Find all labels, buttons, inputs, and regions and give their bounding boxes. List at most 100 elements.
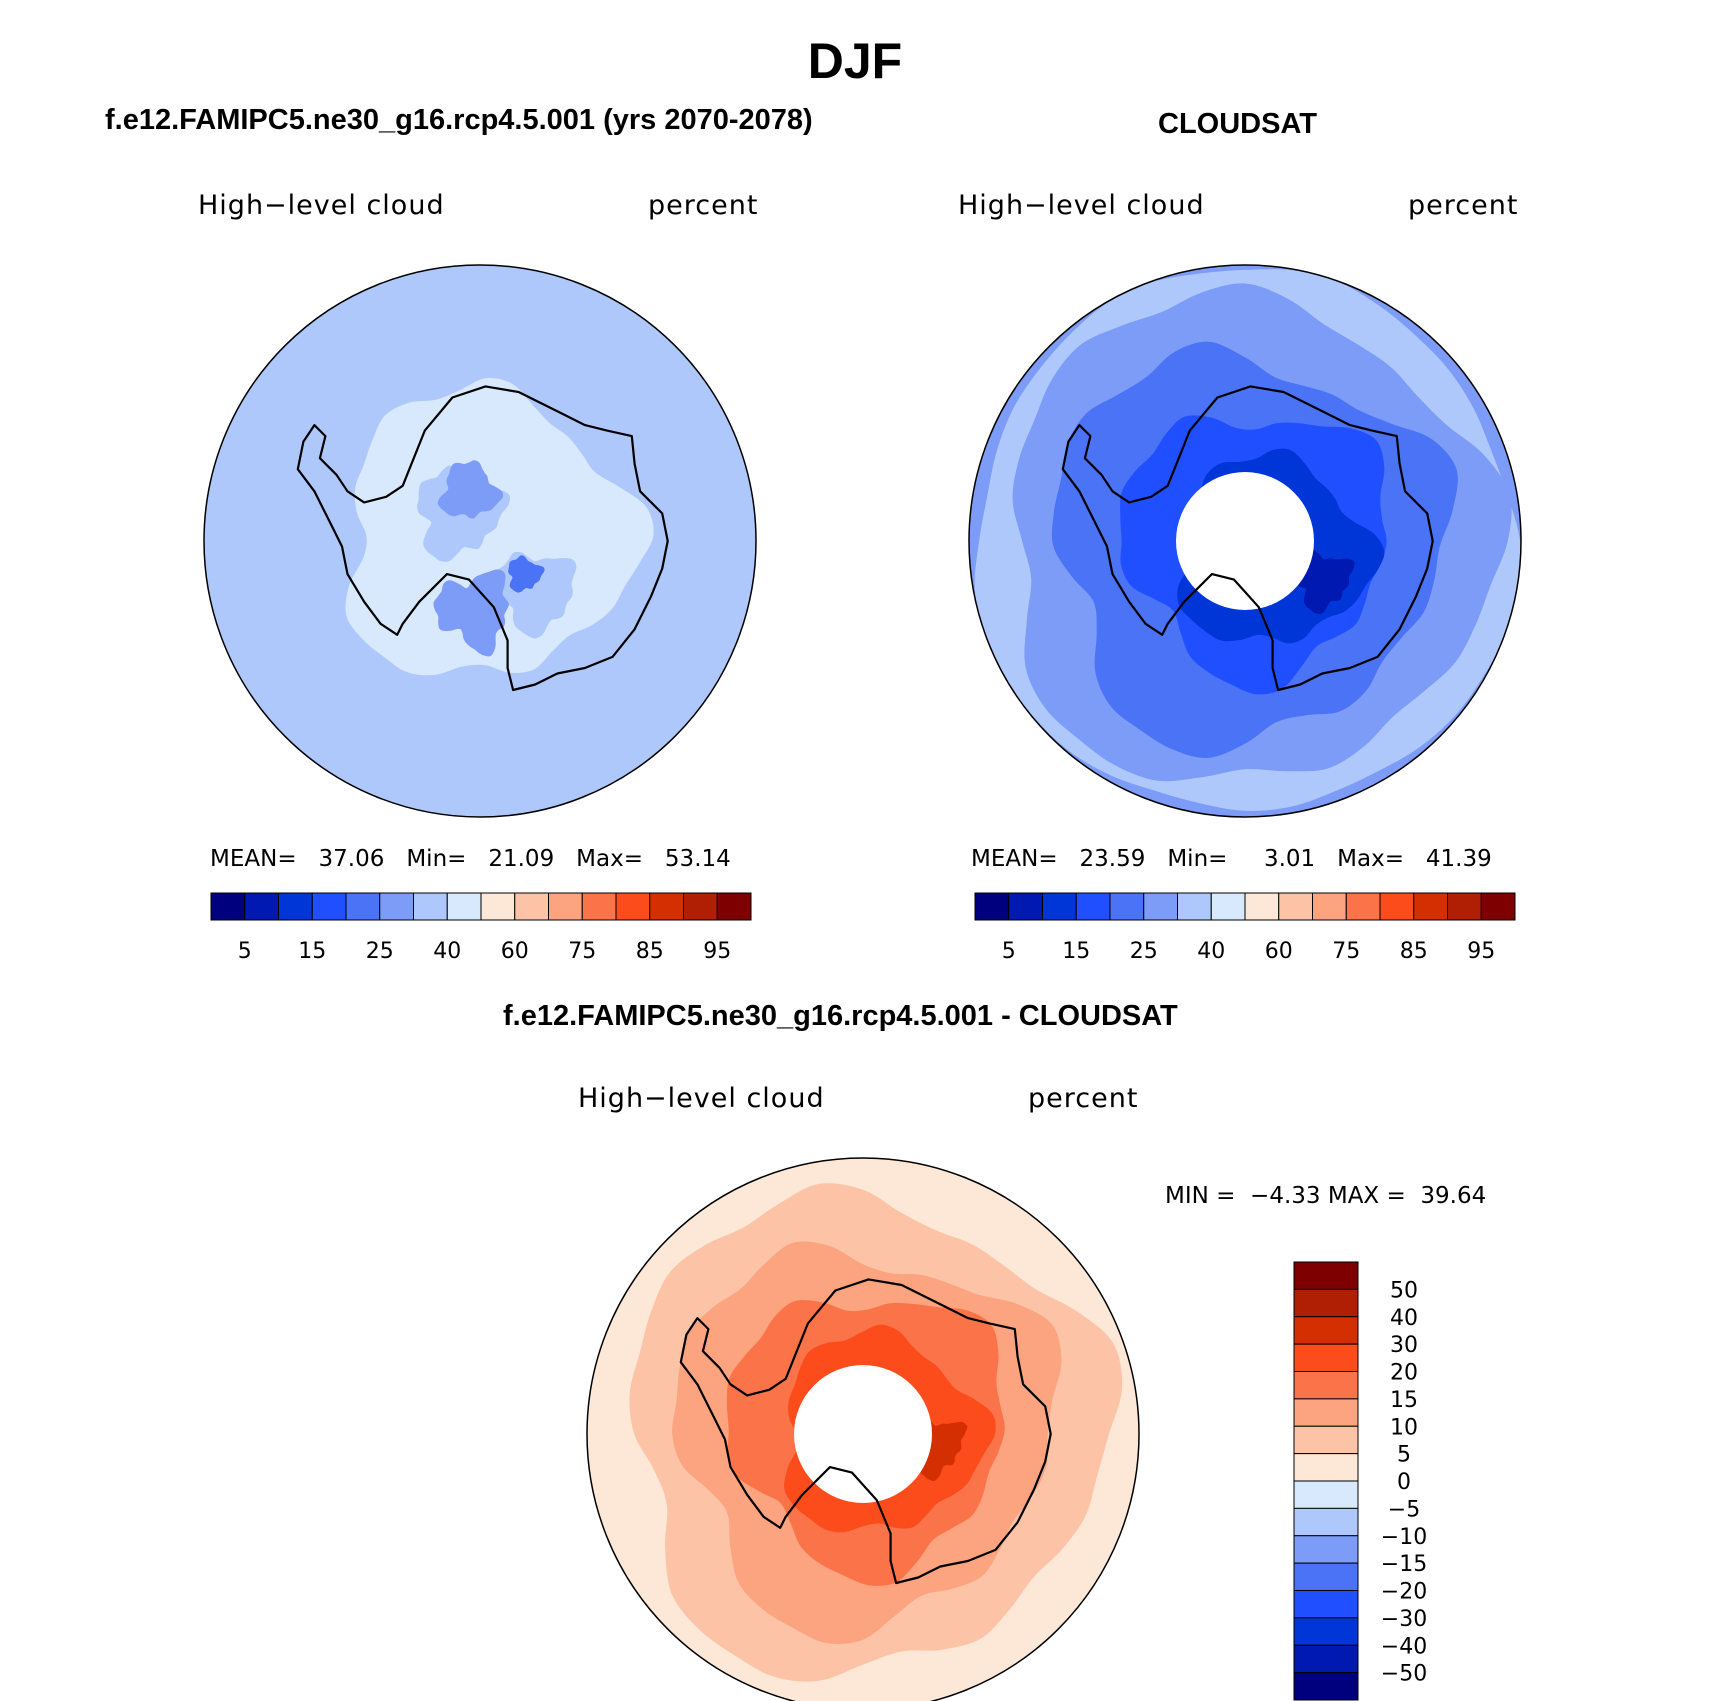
panel-2-variable-label: High−level cloud	[958, 190, 1205, 221]
colorbar-box	[379, 892, 414, 921]
min-label: Min=	[1167, 846, 1228, 872]
colorbar-box	[615, 892, 651, 921]
colorbar-box	[1075, 892, 1111, 921]
max-label: MAX =	[1327, 1183, 1406, 1209]
colorbar-box	[1293, 1535, 1359, 1564]
min-value: 21.09	[488, 846, 555, 872]
colorbar-tick-label: 40	[1197, 939, 1225, 964]
mean-label: MEAN=	[971, 846, 1058, 872]
panel-2-map	[968, 264, 1522, 818]
colorbar-tick-label: 5	[1397, 1443, 1411, 1468]
colorbar-box	[278, 892, 313, 921]
max-value: 41.39	[1425, 846, 1492, 872]
max-label: Max=	[576, 846, 643, 872]
mean-value: 37.06	[318, 846, 385, 872]
colorbar-box	[1312, 892, 1347, 921]
colorbar-tick-label: 10	[1390, 1415, 1418, 1440]
colorbar-box	[1293, 1507, 1359, 1537]
colorbar-box	[1293, 1480, 1359, 1509]
colorbar-box	[581, 892, 617, 921]
contour-fill	[433, 569, 509, 657]
colorbar-tick-label: 25	[1130, 939, 1158, 964]
colorbar-box	[1293, 1288, 1359, 1318]
colorbar-box	[1244, 892, 1280, 921]
colorbar-box	[974, 892, 1010, 921]
colorbar-box	[1278, 892, 1313, 921]
colorbar-box	[1345, 892, 1381, 921]
colorbar-tick-label: 85	[636, 939, 664, 964]
panel-1-units-label: percent	[648, 190, 759, 221]
antarctica-coastline	[679, 1278, 1052, 1585]
contour-fill	[345, 377, 654, 676]
colorbar-box	[1293, 1617, 1359, 1646]
mean-label: MEAN=	[210, 846, 297, 872]
colorbar-tick-label: −30	[1381, 1607, 1427, 1632]
colorbar-tick-label: 40	[433, 939, 461, 964]
colorbar-tick-label: 5	[238, 939, 252, 964]
colorbar-box	[548, 892, 583, 921]
panel-3-map	[586, 1157, 1140, 1701]
panel-1-variable-label: High−level cloud	[198, 190, 445, 221]
panel-1-stats: MEAN= 37.06 Min= 21.09 Max= 53.14	[210, 846, 731, 872]
colorbar-tick-label: −5	[1388, 1497, 1420, 1522]
min-value: −4.33	[1250, 1183, 1321, 1209]
min-label: Min=	[406, 846, 467, 872]
panel-2-title: CLOUDSAT	[1158, 108, 1317, 140]
colorbar-box	[1293, 1398, 1359, 1427]
figure-title: DJF	[807, 33, 903, 89]
colorbar-tick-label: 85	[1400, 939, 1428, 964]
colorbar-box	[1210, 892, 1246, 921]
colorbar-tick-label: 75	[568, 939, 596, 964]
panel-1-colorbar: 5 15 25 40 60 75 85 95	[210, 892, 752, 964]
colorbar-tick-label: 5	[1002, 939, 1016, 964]
colorbar-box	[311, 892, 347, 921]
min-label: MIN =	[1165, 1183, 1236, 1209]
max-value: 53.14	[664, 846, 731, 872]
colorbar-tick-label: 25	[366, 939, 394, 964]
colorbar-box	[1143, 892, 1178, 921]
max-value: 39.64	[1420, 1183, 1487, 1209]
colorbar-box	[345, 892, 381, 921]
colorbar-box	[1042, 892, 1077, 921]
colorbar-tick-label: 75	[1332, 939, 1360, 964]
colorbar-box	[514, 892, 549, 921]
panel-2-stats: MEAN= 23.59 Min= 3.01 Max= 41.39	[971, 846, 1492, 872]
colorbar-tick-label: 60	[501, 939, 529, 964]
colorbar-box	[1293, 1316, 1359, 1345]
colorbar-tick-label: 0	[1397, 1470, 1411, 1495]
colorbar-tick-label: 95	[703, 939, 731, 964]
colorbar-box	[244, 892, 279, 921]
colorbar-box	[1293, 1261, 1359, 1290]
colorbar-box	[1379, 892, 1415, 921]
colorbar-box	[683, 892, 718, 921]
colorbar-box	[1293, 1425, 1359, 1455]
panel-3-units-label: percent	[1028, 1083, 1139, 1114]
colorbar-box	[649, 892, 684, 921]
colorbar-box	[1293, 1562, 1359, 1591]
colorbar-tick-label: 15	[1062, 939, 1090, 964]
colorbar-box	[413, 892, 448, 921]
map-boundary	[203, 264, 757, 818]
colorbar-tick-label: 15	[1390, 1388, 1418, 1413]
colorbar-box	[480, 892, 516, 921]
antarctica-coastline	[296, 385, 669, 692]
colorbar-tick-label: −40	[1381, 1634, 1427, 1659]
colorbar-box	[446, 892, 482, 921]
antarctica-coastline	[1061, 385, 1434, 692]
colorbar-box	[1008, 892, 1043, 921]
map-boundary	[968, 264, 1522, 818]
contour-fill	[437, 460, 504, 519]
panel-3-variable-label: High−level cloud	[578, 1083, 825, 1114]
colorbar-tick-label: 50	[1390, 1278, 1418, 1303]
colorbar-tick-label: 30	[1390, 1333, 1418, 1358]
max-label: Max=	[1337, 846, 1404, 872]
panel-1-map	[203, 264, 757, 818]
colorbar-box	[1293, 1343, 1359, 1372]
colorbar-tick-label: −10	[1381, 1525, 1427, 1550]
panel-2-units-label: percent	[1408, 190, 1519, 221]
colorbar-box	[1413, 892, 1448, 921]
min-value: 3.01	[1263, 846, 1316, 872]
colorbar-tick-label: 20	[1390, 1361, 1418, 1386]
